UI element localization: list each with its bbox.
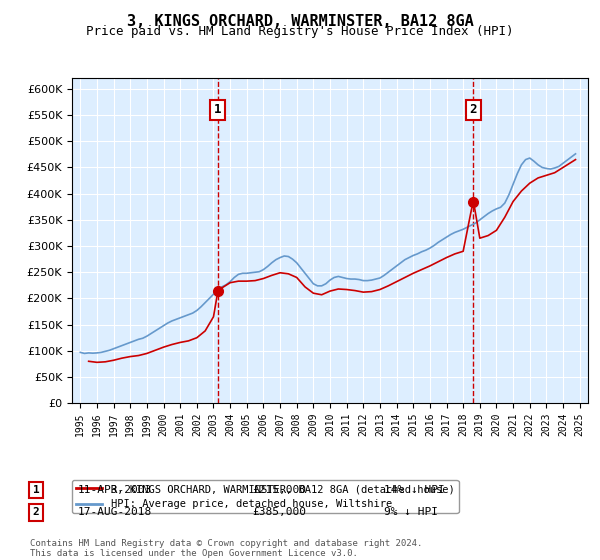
Text: 14% ↓ HPI: 14% ↓ HPI: [384, 485, 445, 495]
Text: 1: 1: [32, 485, 40, 495]
Text: 1: 1: [214, 104, 222, 116]
Text: Contains HM Land Registry data © Crown copyright and database right 2024.
This d: Contains HM Land Registry data © Crown c…: [30, 539, 422, 558]
Text: 3, KINGS ORCHARD, WARMINSTER, BA12 8GA: 3, KINGS ORCHARD, WARMINSTER, BA12 8GA: [127, 14, 473, 29]
Text: 2: 2: [32, 507, 40, 517]
Legend: 3, KINGS ORCHARD, WARMINSTER, BA12 8GA (detached house), HPI: Average price, det: 3, KINGS ORCHARD, WARMINSTER, BA12 8GA (…: [72, 480, 458, 514]
Text: 11-APR-2003: 11-APR-2003: [78, 485, 152, 495]
Text: 17-AUG-2018: 17-AUG-2018: [78, 507, 152, 517]
Text: Price paid vs. HM Land Registry's House Price Index (HPI): Price paid vs. HM Land Registry's House …: [86, 25, 514, 38]
Text: 2: 2: [470, 104, 477, 116]
Text: 9% ↓ HPI: 9% ↓ HPI: [384, 507, 438, 517]
Text: £215,000: £215,000: [252, 485, 306, 495]
Text: £385,000: £385,000: [252, 507, 306, 517]
